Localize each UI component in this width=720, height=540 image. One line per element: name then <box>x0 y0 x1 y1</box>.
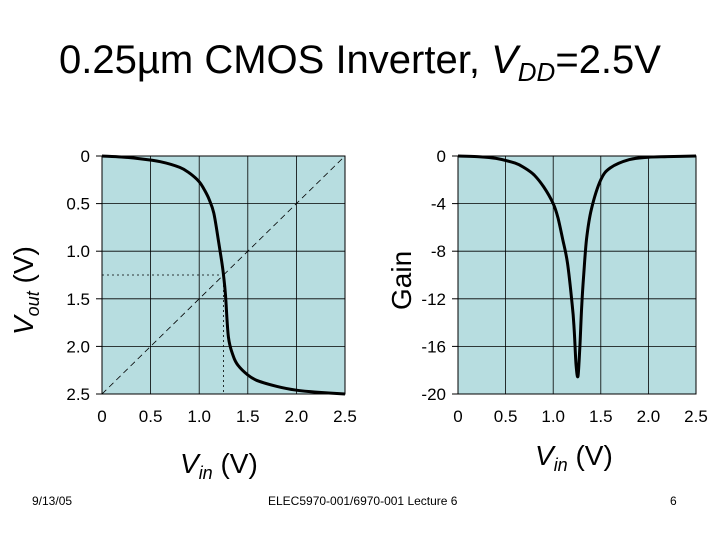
footer-course: ELEC5970-001/6970-001 Lecture 6 <box>268 494 458 508</box>
gain-data-point <box>457 155 460 158</box>
gain-data-point <box>561 238 564 241</box>
vtc-x-tick-label: 0.5 <box>139 407 163 426</box>
gain-data-point <box>628 158 631 161</box>
gain-y-axis-title: Gain <box>386 250 417 310</box>
gain-plot-area <box>457 155 697 395</box>
vtc-y-tick-label: 0 <box>81 147 90 166</box>
vtc-data-point <box>275 385 278 388</box>
gain-x-tick-label: 0 <box>453 407 462 426</box>
footer-page-number: 6 <box>670 494 677 508</box>
vtc-x-tick-label: 2.0 <box>285 407 309 426</box>
gain-data-point <box>523 166 526 169</box>
gain-data-point <box>599 178 602 181</box>
gain-data-point <box>556 216 559 219</box>
gain-data-point <box>585 238 588 241</box>
vtc-data-point <box>217 240 220 243</box>
gain-x-tick-label: 2.0 <box>637 407 661 426</box>
gain-data-point <box>575 363 578 366</box>
vtc-y-tick-label: 0.5 <box>66 195 90 214</box>
gain-data-point <box>566 262 569 265</box>
gain-data-point <box>578 345 581 348</box>
gain-data-point <box>476 155 479 158</box>
vtc-x-tick-label: 1.0 <box>187 407 211 426</box>
vtc-data-point <box>256 379 259 382</box>
vtc-chart: 0 0.5 1.0 1.5 2.0 2.5 0 0.5 1.0 1.5 2.0 2.5 <box>66 147 356 426</box>
vtc-data-point <box>232 354 235 357</box>
gain-data-point <box>552 202 555 205</box>
vtc-data-point <box>120 155 123 158</box>
gain-data-point <box>495 157 498 160</box>
gain-data-point <box>590 208 593 211</box>
gain-x-tick-label: 0.5 <box>494 407 518 426</box>
gain-x-tick-label: 1.5 <box>589 407 613 426</box>
gain-data-point <box>580 303 583 306</box>
vtc-x-tick-label: 0 <box>97 407 106 426</box>
vtc-data-point <box>220 259 223 262</box>
gain-data-point <box>695 155 698 158</box>
gain-data-point <box>647 156 650 159</box>
gain-y-tick-label: -8 <box>431 242 446 261</box>
gain-data-point <box>533 174 536 177</box>
vtc-data-point <box>227 335 230 338</box>
vtc-series-line <box>101 154 346 396</box>
gain-x-tick-label: 2.5 <box>684 407 708 426</box>
gain-data-point <box>666 155 669 158</box>
vtc-data-point <box>159 160 162 163</box>
vtc-data-point <box>139 157 142 160</box>
gain-data-point <box>609 166 612 169</box>
vtc-data-point <box>212 212 215 215</box>
gain-data-point <box>571 303 574 306</box>
vtc-y-tick-label: 2.0 <box>66 337 90 356</box>
vtc-y-tick-label: 2.5 <box>66 385 90 404</box>
title-end: =2.5V <box>555 38 661 82</box>
gain-y-tick-label: -12 <box>421 290 446 309</box>
vtc-data-point <box>295 389 298 392</box>
title-main: 0.25µm CMOS Inverter, <box>59 38 492 82</box>
vtc-data-point <box>222 274 225 277</box>
gain-data-point <box>542 185 545 188</box>
vtc-y-tick-label: 1.5 <box>66 290 90 309</box>
gain-data-point <box>582 274 585 277</box>
vtc-data-point <box>224 293 227 296</box>
vtc-data-point <box>207 197 210 200</box>
gain-chart: 0 0.5 1.0 1.5 2.0 2.5 0 -4 -8 -12 -16 -20 <box>421 147 707 426</box>
gain-data-point <box>514 162 517 165</box>
vtc-data-point <box>203 188 206 191</box>
gain-y-tick-label: -4 <box>431 195 446 214</box>
gain-y-tick-label: 0 <box>437 147 446 166</box>
vtc-data-point <box>101 155 104 158</box>
vtc-data-point <box>188 172 191 175</box>
title-sub: DD <box>517 57 556 87</box>
gain-y-tick-label: -16 <box>421 337 446 356</box>
vtc-data-point <box>198 180 201 183</box>
slide-title: 0.25µm CMOS Inverter, VDD=2.5V <box>0 38 720 88</box>
vtc-data-point <box>314 391 317 394</box>
vtc-x-tick-label: 2.5 <box>333 407 357 426</box>
gain-data-point <box>573 327 576 330</box>
gain-y-tick-label: -20 <box>421 385 446 404</box>
footer-date: 9/13/05 <box>32 494 73 508</box>
gain-data-point <box>576 375 579 378</box>
vtc-x-axis-title: Vin (V) <box>180 448 258 483</box>
vtc-data-point <box>344 393 347 396</box>
vtc-data-point <box>237 364 240 367</box>
vtc-data-point <box>178 166 181 169</box>
title-var: V <box>491 38 518 82</box>
vtc-x-tick-label: 1.5 <box>236 407 260 426</box>
vtc-data-point <box>246 373 249 376</box>
vtc-y-tick-label: 1.0 <box>66 242 90 261</box>
gain-series-line <box>457 154 697 379</box>
vtc-y-axis-title: Vout (V) <box>8 246 43 335</box>
gain-x-tick-label: 1.0 <box>541 407 565 426</box>
gain-x-axis-title: Vin (V) <box>535 440 613 475</box>
